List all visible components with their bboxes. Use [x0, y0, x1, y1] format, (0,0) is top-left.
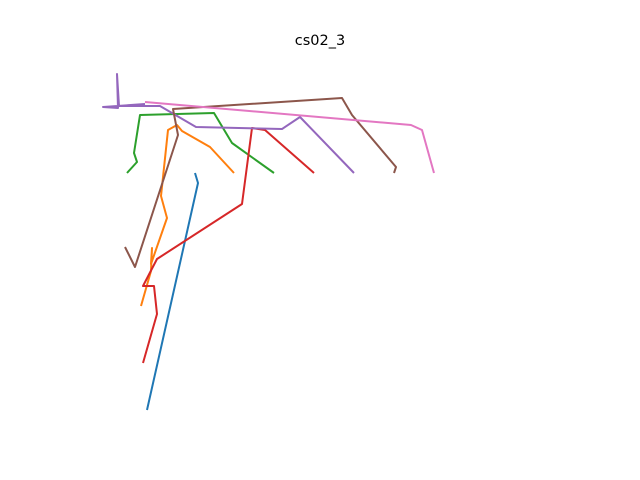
chart-title: cs02_3 — [294, 33, 346, 49]
series-line-5 — [102, 73, 355, 174]
series-line-6 — [124, 97, 397, 268]
series-line-7 — [144, 101, 435, 174]
series-line-3 — [126, 112, 275, 174]
series-line-1 — [146, 172, 199, 411]
series-line-2 — [140, 124, 235, 307]
